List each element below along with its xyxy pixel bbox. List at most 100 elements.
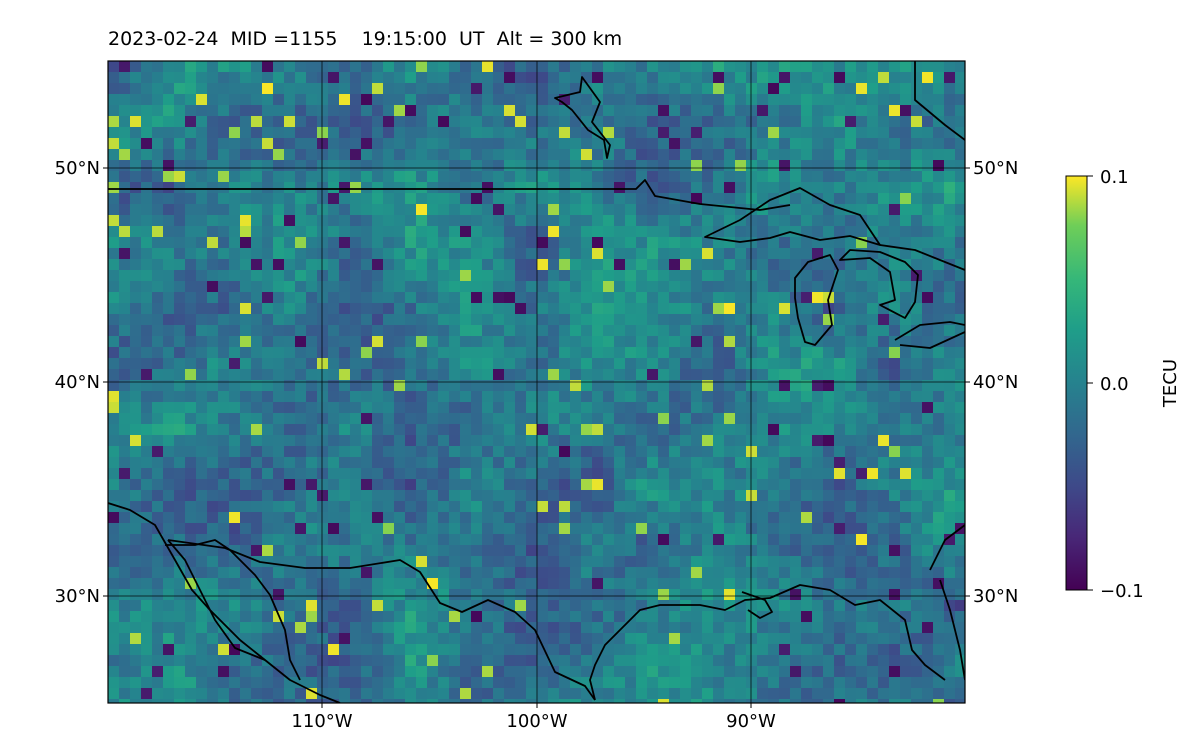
- tec-cell: [757, 380, 769, 392]
- tec-cell: [152, 600, 164, 612]
- tec-cell: [834, 424, 846, 436]
- tec-cell: [350, 270, 362, 282]
- tec-cell: [141, 94, 153, 106]
- tec-cell: [724, 105, 736, 117]
- tec-cell: [130, 116, 142, 128]
- tec-cell: [713, 149, 725, 161]
- tec-cell: [757, 490, 769, 502]
- tec-cell: [427, 314, 439, 326]
- tec-cell: [306, 226, 318, 238]
- tec-cell: [372, 72, 384, 84]
- tec-cell: [449, 380, 461, 392]
- tec-cell: [856, 94, 868, 106]
- tec-cell: [812, 523, 824, 535]
- tec-cell: [416, 666, 428, 678]
- tec-cell: [823, 72, 835, 84]
- tec-cell: [383, 424, 395, 436]
- tec-cell: [262, 83, 274, 95]
- tec-cell: [702, 413, 714, 425]
- tec-cell: [570, 138, 582, 150]
- tec-cell: [372, 94, 384, 106]
- tec-cell: [471, 248, 483, 260]
- tec-cell: [350, 369, 362, 381]
- tec-cell: [317, 611, 329, 623]
- tec-cell: [581, 677, 593, 689]
- tec-cell: [867, 589, 879, 601]
- tec-cell: [284, 490, 296, 502]
- tec-cell: [911, 600, 923, 612]
- tec-cell: [449, 347, 461, 359]
- tec-cell: [273, 413, 285, 425]
- tec-cell: [581, 666, 593, 678]
- tec-cell: [834, 182, 846, 194]
- tec-cell: [339, 589, 351, 601]
- tec-cell: [163, 61, 175, 73]
- tec-cell: [845, 314, 857, 326]
- baja-california: [165, 539, 301, 681]
- tec-cell: [691, 479, 703, 491]
- tec-cell: [361, 446, 373, 458]
- tec-cell: [515, 105, 527, 117]
- tec-cell: [152, 336, 164, 348]
- tec-cell: [240, 61, 252, 73]
- tec-cell: [878, 336, 890, 348]
- tec-cell: [482, 380, 494, 392]
- tec-cell: [834, 72, 846, 84]
- tec-cell: [108, 292, 120, 304]
- tec-cell: [724, 248, 736, 260]
- tec-cell: [482, 336, 494, 348]
- tec-cell: [746, 556, 758, 568]
- tec-cell: [471, 545, 483, 557]
- tec-cell: [581, 116, 593, 128]
- tec-cell: [350, 61, 362, 73]
- tec-cell: [119, 655, 131, 667]
- tec-cell: [493, 336, 505, 348]
- tec-cell: [834, 468, 846, 480]
- tec-cell: [339, 127, 351, 139]
- tec-cell: [669, 391, 681, 403]
- tec-cell: [460, 215, 472, 227]
- tec-cell: [735, 116, 747, 128]
- tec-cell: [196, 94, 208, 106]
- tec-cell: [955, 424, 965, 436]
- tec-cell: [823, 677, 835, 689]
- tec-cell: [856, 248, 868, 260]
- tec-cell: [163, 105, 175, 117]
- tec-cell: [691, 281, 703, 293]
- tec-cell: [262, 699, 274, 703]
- tec-cell: [812, 446, 824, 458]
- tec-cell: [757, 215, 769, 227]
- tec-cell: [559, 468, 571, 480]
- tec-cell: [867, 622, 879, 634]
- tec-cell: [823, 226, 835, 238]
- tec-cell: [570, 589, 582, 601]
- tec-cell: [757, 567, 769, 579]
- tec-cell: [361, 490, 373, 502]
- tec-cell: [724, 523, 736, 535]
- tec-cell: [911, 127, 923, 139]
- tec-cell: [339, 281, 351, 293]
- tec-cell: [383, 105, 395, 117]
- tec-cell: [955, 358, 965, 370]
- tec-cell: [955, 116, 965, 128]
- tec-cell: [856, 556, 868, 568]
- tec-cell: [911, 666, 923, 678]
- tec-cell: [482, 622, 494, 634]
- tec-cell: [779, 600, 791, 612]
- tec-cell: [581, 578, 593, 590]
- tec-cell: [108, 567, 120, 579]
- tec-cell: [856, 424, 868, 436]
- tec-cell: [262, 171, 274, 183]
- tec-cell: [163, 193, 175, 205]
- tec-cell: [955, 512, 965, 524]
- tec-cell: [163, 677, 175, 689]
- tec-cell: [713, 369, 725, 381]
- tec-cell: [834, 336, 846, 348]
- tec-cell: [460, 193, 472, 205]
- tec-cell: [339, 72, 351, 84]
- tec-cell: [471, 204, 483, 216]
- tec-cell: [416, 578, 428, 590]
- tec-cell: [845, 578, 857, 590]
- tec-cell: [625, 358, 637, 370]
- tec-cell: [163, 303, 175, 315]
